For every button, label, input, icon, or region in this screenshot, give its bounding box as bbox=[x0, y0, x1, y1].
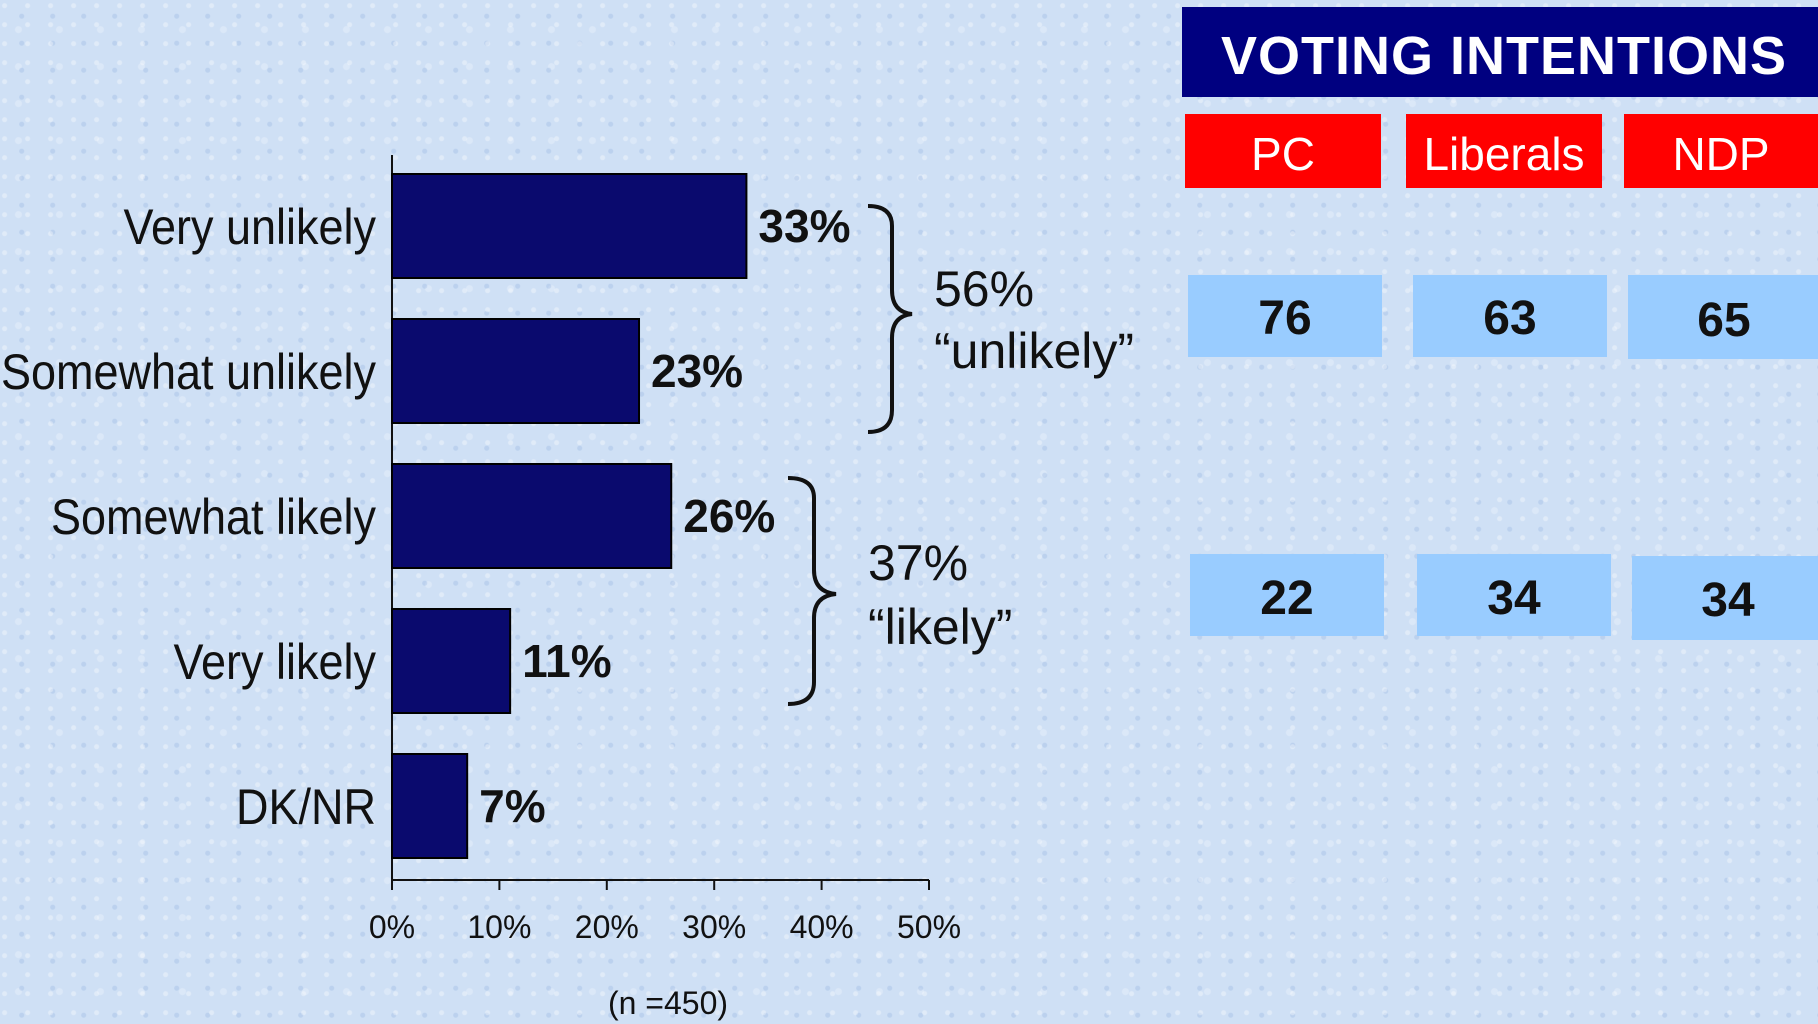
value-label: 33% bbox=[758, 200, 850, 252]
cell-box-r1-pc bbox=[1188, 275, 1382, 357]
x-tick-label: 30% bbox=[682, 909, 746, 945]
cell-box-r2-ndp bbox=[1632, 556, 1818, 640]
voting-header-box bbox=[1182, 7, 1818, 97]
value-label: 11% bbox=[522, 635, 612, 687]
party-box-pc bbox=[1185, 114, 1381, 188]
x-ticks: 0% 10% 20% 30% 40% 50% bbox=[369, 880, 961, 945]
category-label: Very likely bbox=[174, 635, 377, 691]
x-tick-label: 10% bbox=[467, 909, 531, 945]
likely-group-label: “likely” bbox=[868, 599, 1012, 655]
bar-2 bbox=[391, 463, 673, 569]
unlikely-group-value: 56% bbox=[934, 261, 1034, 317]
category-labels: Very unlikely Somewhat unlikely Somewhat l… bbox=[1, 200, 376, 836]
value-label: 26% bbox=[683, 490, 775, 542]
bar-4 bbox=[391, 753, 469, 859]
cell-box-r1-ndp bbox=[1628, 275, 1818, 359]
cell-box-r1-liberals bbox=[1413, 275, 1607, 357]
x-tick-label: 20% bbox=[575, 909, 639, 945]
party-label-pc: PC bbox=[1251, 128, 1315, 180]
value-label: 23% bbox=[651, 345, 743, 397]
party-label-ndp: NDP bbox=[1672, 128, 1769, 180]
cell-r2-ndp: 34 bbox=[1701, 574, 1755, 627]
bar-1 bbox=[391, 318, 641, 424]
unlikely-bracket bbox=[867, 204, 913, 434]
unlikely-group-label: “unlikely” bbox=[934, 323, 1134, 379]
value-labels: 33% 23% 26% 11% 7% bbox=[479, 200, 850, 832]
category-label: DK/NR bbox=[236, 780, 376, 836]
voting-intentions-title: VOTING INTENTIONS bbox=[1221, 26, 1787, 86]
cell-r2-liberals: 34 bbox=[1487, 572, 1541, 625]
party-box-ndp bbox=[1624, 114, 1818, 188]
x-tick-label: 40% bbox=[790, 909, 854, 945]
cell-box-r2-pc bbox=[1190, 554, 1384, 636]
likely-group-value: 37% bbox=[868, 535, 968, 591]
cell-r1-liberals: 63 bbox=[1483, 292, 1536, 345]
x-tick-label: 0% bbox=[369, 909, 415, 945]
bar-0 bbox=[391, 173, 748, 279]
category-label: Somewhat likely bbox=[51, 490, 376, 546]
cell-r2-pc: 22 bbox=[1260, 572, 1313, 625]
category-label: Somewhat unlikely bbox=[1, 345, 376, 401]
bar-3 bbox=[391, 608, 512, 714]
cell-r1-pc: 76 bbox=[1258, 292, 1311, 345]
likely-bracket bbox=[787, 476, 837, 706]
category-label: Very unlikely bbox=[123, 200, 376, 256]
x-tick-label: 50% bbox=[897, 909, 961, 945]
party-box-liberals bbox=[1406, 114, 1602, 188]
bars bbox=[391, 173, 748, 859]
cell-r1-ndp: 65 bbox=[1697, 294, 1750, 347]
value-label: 7% bbox=[479, 780, 545, 832]
sample-size-note: (n =450) bbox=[608, 985, 728, 1021]
party-label-liberals: Liberals bbox=[1423, 128, 1584, 180]
cell-box-r2-liberals bbox=[1417, 554, 1611, 636]
